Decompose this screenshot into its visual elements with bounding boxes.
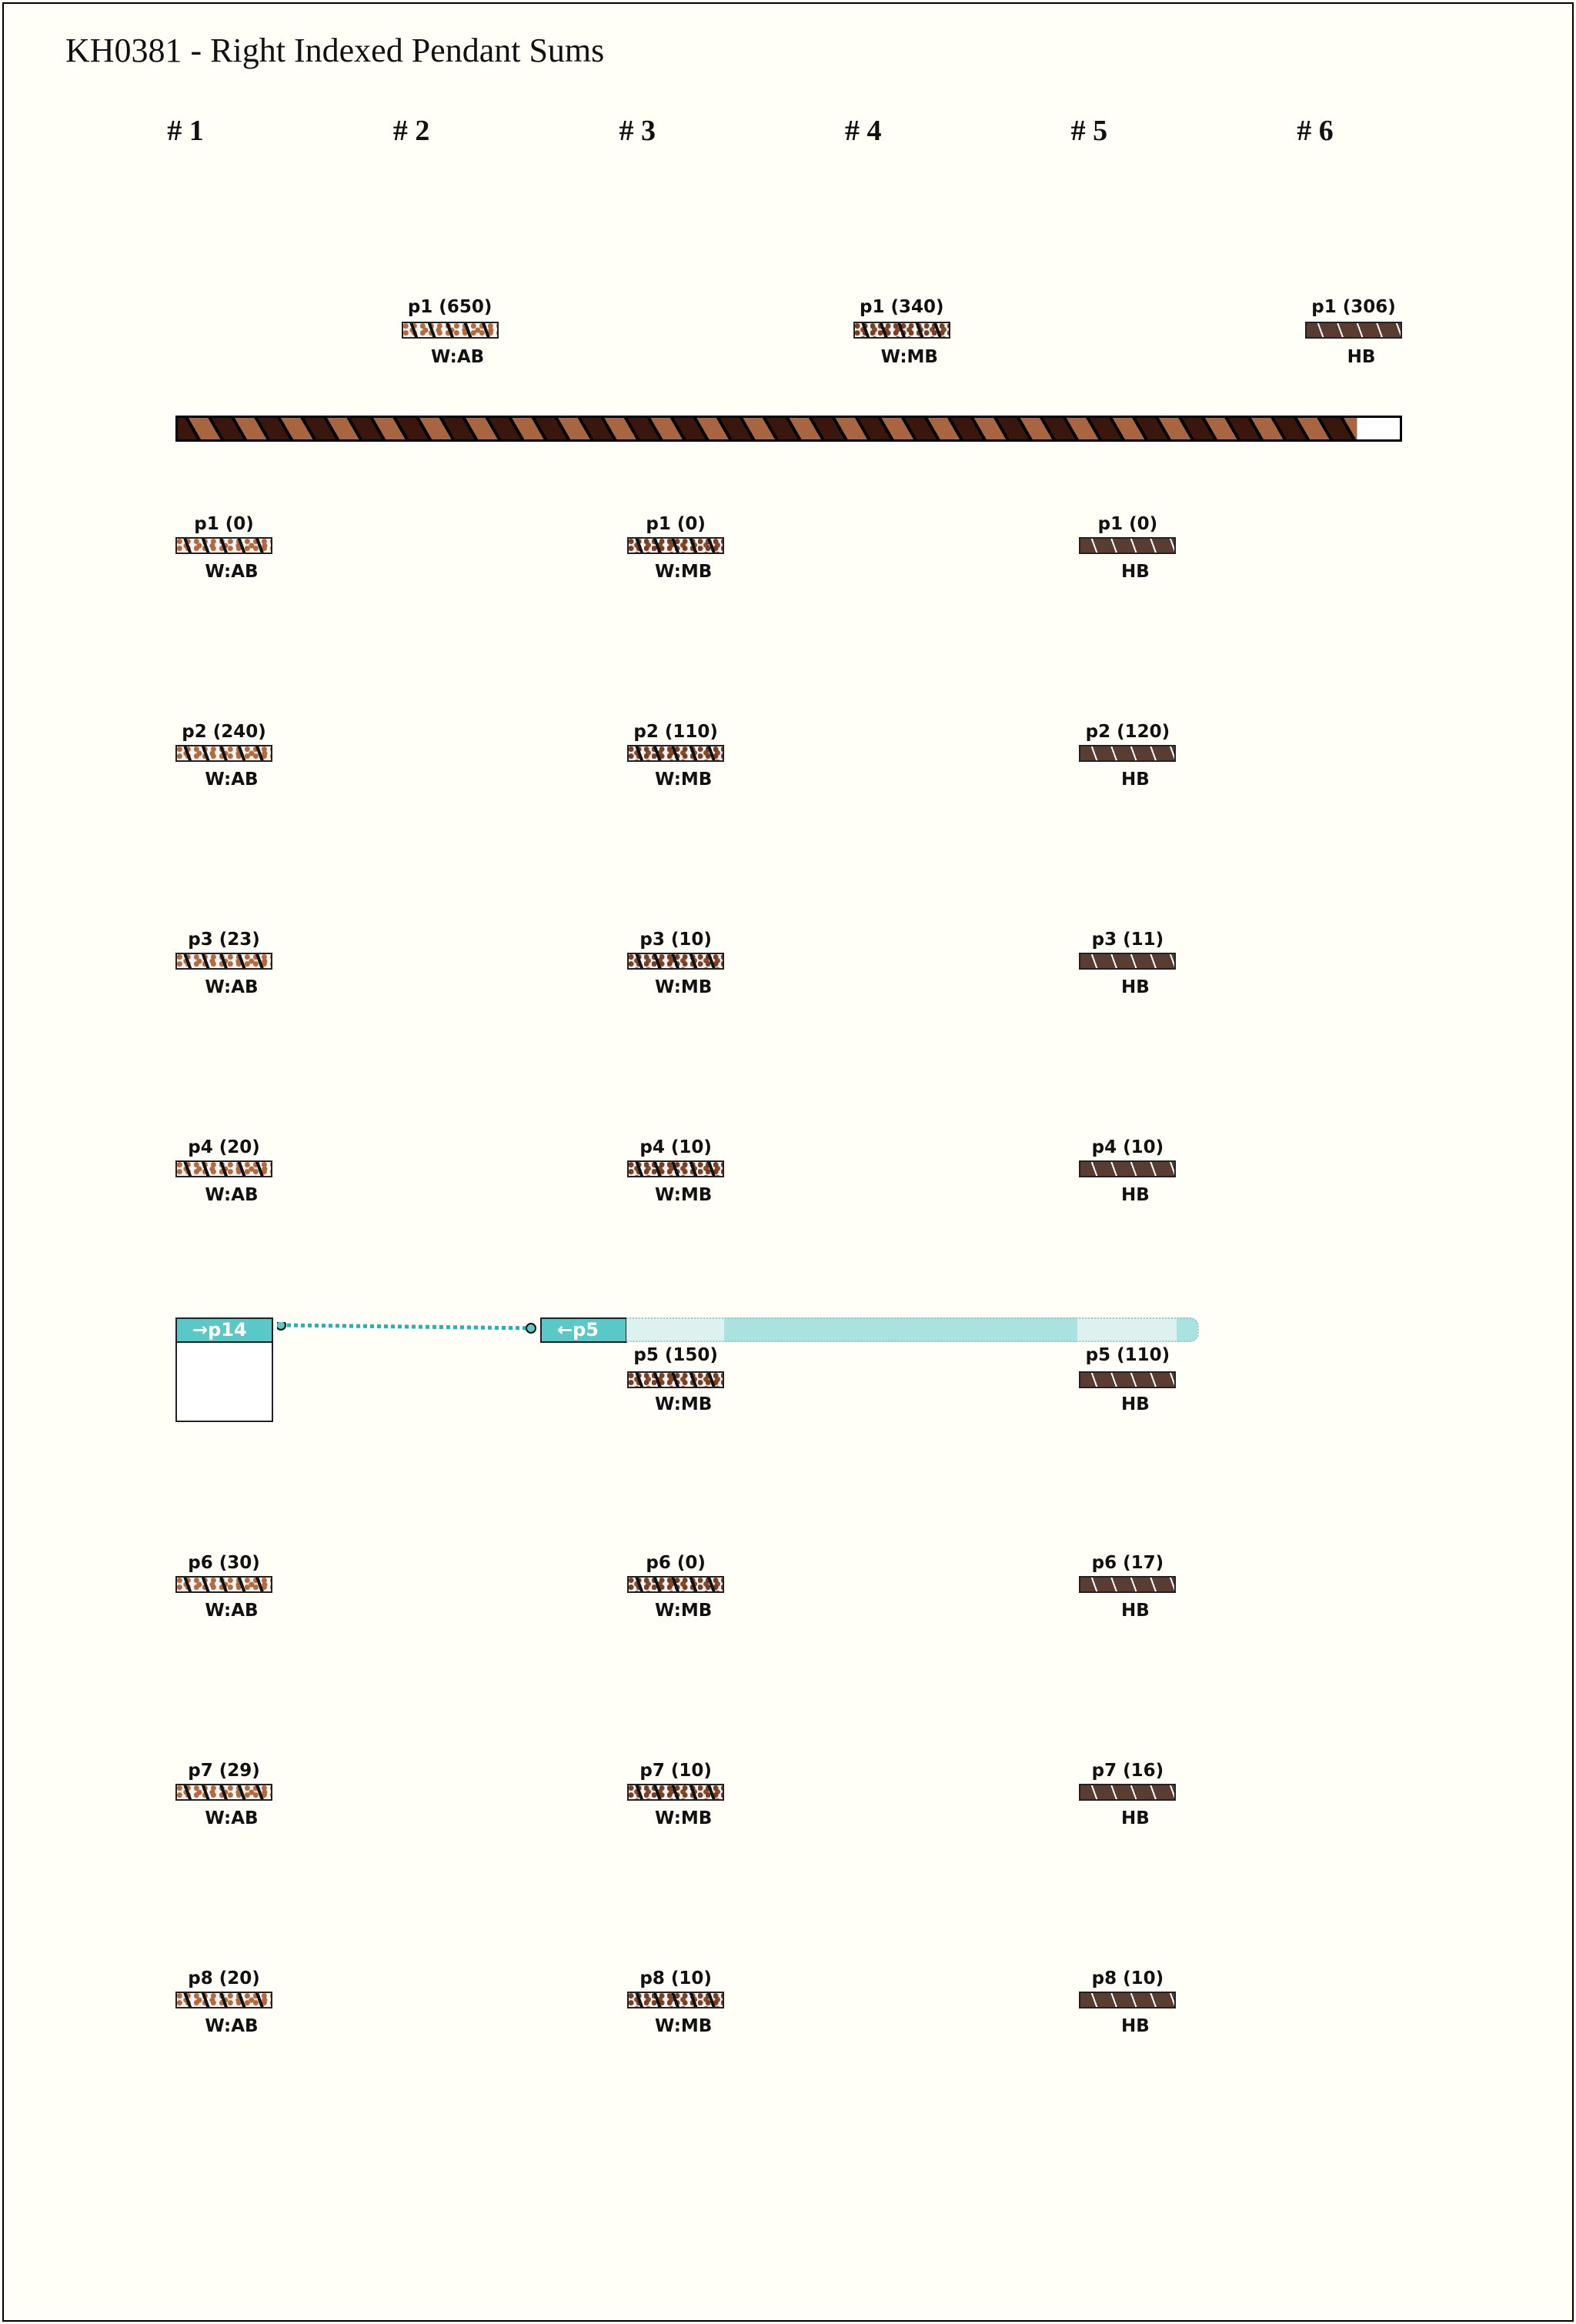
pendant-label: p6 (30) [188,1553,260,1573]
pendant-cord[interactable] [1079,537,1177,554]
pendant-color-code: HB [1121,1808,1150,1828]
cord-header: # 2 [392,115,430,147]
pendant-label: p1 (0) [1097,514,1158,534]
pendant-color-code: HB [1121,770,1150,790]
pendant-label: p7 (16) [1091,1761,1164,1781]
pendant-cord[interactable] [627,1371,725,1388]
pendant-label: p5 (110) [1085,1345,1170,1365]
main-cord [175,416,1402,442]
pendant-color-code: HB [1347,347,1376,367]
cord-header: # 5 [1070,115,1108,147]
pendant-cord[interactable] [627,1576,725,1593]
pendant-color-code: W:MB [880,347,938,367]
pendant-label: p6 (0) [646,1553,706,1573]
pendant-cord[interactable] [627,1992,725,2008]
cord-header: # 1 [167,115,204,147]
pendant-color-code: W:MB [655,770,713,790]
pendant-label: p8 (10) [639,1968,712,1988]
link-end-dot [526,1323,536,1334]
pendant-cord[interactable] [1079,1992,1177,2008]
pendant-color-code: HB [1121,977,1150,997]
pendant-label: p1 (0) [194,514,254,534]
pendant-color-code: HB [1121,1601,1150,1621]
pendant-label: p4 (10) [1091,1137,1164,1157]
pendant-label: p8 (10) [1091,1968,1164,1988]
pendant-label: p8 (20) [188,1968,260,1988]
pendant-color-code: W:MB [655,562,713,582]
pendant-cord[interactable] [1079,1371,1177,1388]
pendant-label: p7 (10) [639,1761,712,1781]
link-connector [277,1322,536,1334]
pendant-cord[interactable] [175,745,272,762]
page-title: KH0381 - Right Indexed Pendant Sums [65,32,605,69]
pendant-color-code: W:AB [205,770,259,790]
link-ghost-range [626,1317,1199,1342]
pendant-label: p1 (650) [407,297,492,317]
pendant-label: p5 (150) [633,1345,718,1365]
pendant-label: p3 (10) [639,930,712,950]
link-start-dot [277,1322,286,1331]
pendant-label: p2 (240) [182,722,266,742]
link-from-tag[interactable]: →p14 [175,1317,273,1343]
pendant-label: p6 (17) [1091,1553,1164,1573]
pendant-label: p2 (120) [1085,722,1170,742]
pendant-color-code: W:AB [205,1808,259,1828]
pendant-cord[interactable] [627,537,725,554]
cord-header: # 3 [619,115,656,147]
cord-header: # 6 [1297,115,1334,147]
pendant-label: p1 (0) [646,514,706,534]
pendant-color-code: HB [1121,2016,1150,2036]
pendant-color-code: HB [1121,1394,1150,1414]
pendant-cord[interactable] [627,1784,725,1801]
link-to-tag[interactable]: ←p5 [540,1317,627,1343]
pendant-color-code: W:AB [205,1601,259,1621]
pendant-cord[interactable] [627,745,725,762]
pendant-color-code: W:MB [655,1601,713,1621]
cord-header: # 4 [845,115,882,147]
pendant-cord[interactable] [1305,322,1402,339]
pendant-color-code: HB [1121,1185,1150,1205]
link-dotted-line [279,1323,536,1331]
pendant-cord[interactable] [1079,953,1177,970]
pendant-cord[interactable] [175,1160,272,1177]
pendant-color-code: W:AB [430,347,485,367]
pendant-color-code: W:AB [205,562,259,582]
pendant-color-code: W:MB [655,1394,713,1414]
pendant-cord[interactable] [401,322,499,339]
pendant-label: p7 (29) [188,1761,260,1781]
pendant-color-code: W:MB [655,977,713,997]
pendant-cord[interactable] [175,537,272,554]
pendant-label: p2 (110) [633,722,718,742]
pendant-cord[interactable] [175,1992,272,2008]
pendant-cord[interactable] [1079,1576,1177,1593]
pendant-label: p4 (20) [188,1137,260,1157]
pendant-cord[interactable] [175,1576,272,1593]
pendant-cord[interactable] [853,322,950,339]
pendant-label: p4 (10) [639,1137,712,1157]
pendant-color-code: W:AB [205,2016,259,2036]
pendant-color-code: W:MB [655,1185,713,1205]
pendant-label: p3 (11) [1091,930,1164,950]
pendant-color-code: W:AB [205,1185,259,1205]
pendant-color-code: W:MB [655,2016,713,2036]
pendant-label: p1 (340) [860,297,944,317]
pendant-color-code: W:AB [205,977,259,997]
pendant-cord[interactable] [1079,1160,1177,1177]
pendant-cord[interactable] [1079,1784,1177,1801]
pendant-label: p1 (306) [1311,297,1396,317]
pendant-cord[interactable] [1079,745,1177,762]
pendant-cord[interactable] [175,1784,272,1801]
pendant-color-code: W:MB [655,1808,713,1828]
pendant-color-code: HB [1121,562,1150,582]
pendant-cord[interactable] [627,1160,725,1177]
pendant-cord[interactable] [175,953,272,970]
pendant-cord[interactable] [627,953,725,970]
pendant-label: p3 (23) [188,930,260,950]
